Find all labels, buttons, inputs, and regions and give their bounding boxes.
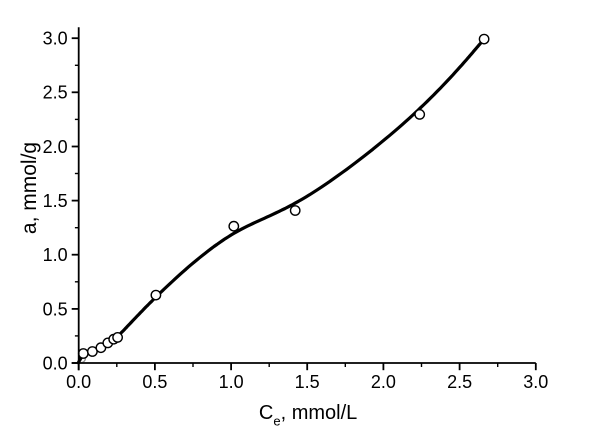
svg-text:1.5: 1.5 bbox=[295, 372, 320, 392]
svg-text:2.0: 2.0 bbox=[371, 372, 396, 392]
svg-text:3.0: 3.0 bbox=[523, 372, 548, 392]
svg-text:0.0: 0.0 bbox=[43, 353, 68, 373]
svg-text:0.0: 0.0 bbox=[66, 372, 91, 392]
svg-text:0.5: 0.5 bbox=[142, 372, 167, 392]
svg-text:2.0: 2.0 bbox=[43, 137, 68, 157]
svg-text:a, mmol/g: a, mmol/g bbox=[18, 142, 41, 234]
svg-text:1.5: 1.5 bbox=[43, 191, 68, 211]
svg-text:1.0: 1.0 bbox=[43, 245, 68, 265]
svg-text:2.5: 2.5 bbox=[447, 372, 472, 392]
svg-text:1.0: 1.0 bbox=[219, 372, 244, 392]
svg-text:2.5: 2.5 bbox=[43, 83, 68, 103]
svg-text:0.5: 0.5 bbox=[43, 299, 68, 319]
svg-text:3.0: 3.0 bbox=[43, 29, 68, 49]
